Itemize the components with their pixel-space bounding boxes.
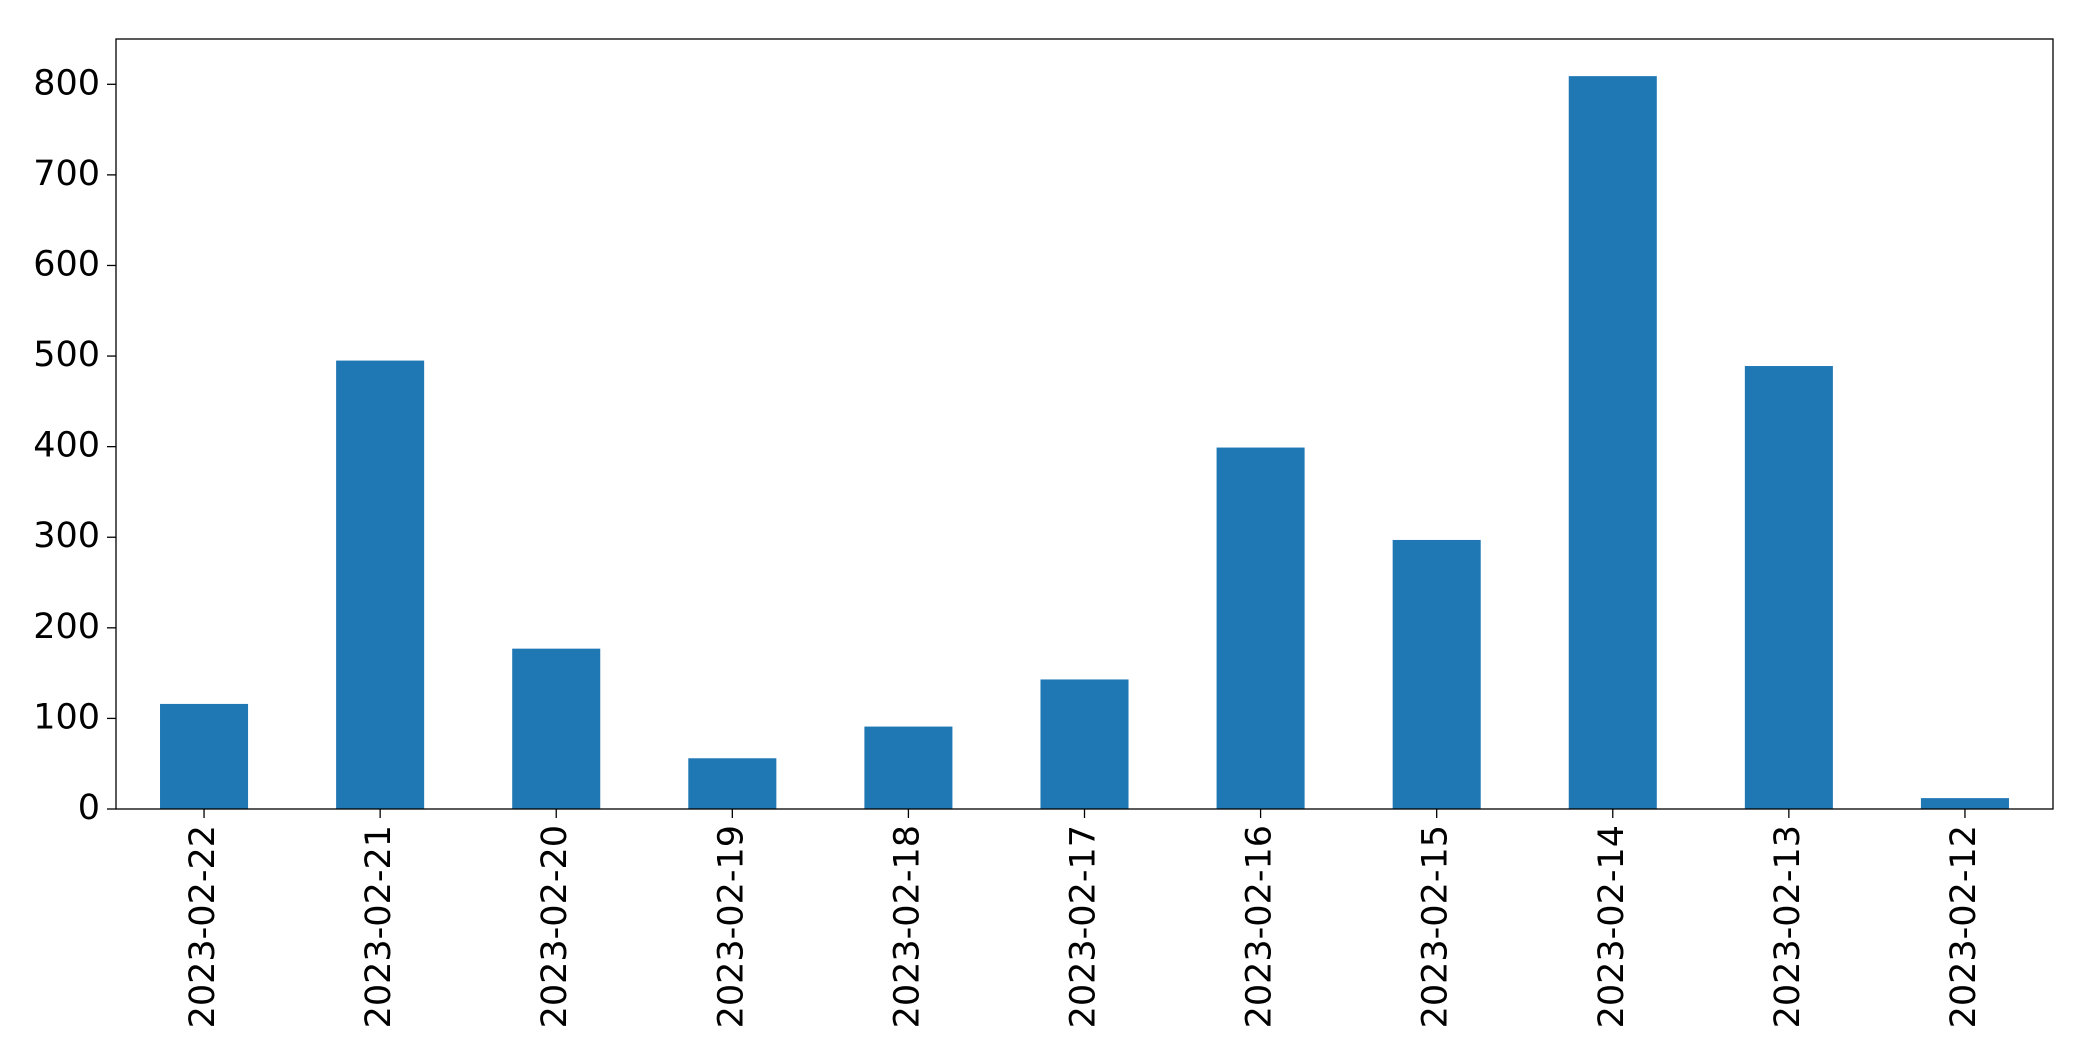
x-tick-label: 2023-02-17 bbox=[1064, 825, 1104, 1028]
x-tick-label: 2023-02-21 bbox=[359, 825, 399, 1028]
plot-frame bbox=[115, 38, 2054, 810]
bar bbox=[1216, 447, 1305, 809]
bar bbox=[1920, 798, 2009, 809]
bar bbox=[160, 703, 249, 809]
bar bbox=[864, 726, 953, 809]
bar bbox=[336, 360, 425, 809]
x-tick-label: 2023-02-22 bbox=[183, 825, 223, 1028]
x-tick-label: 2023-02-15 bbox=[1416, 825, 1456, 1028]
x-tick-label: 2023-02-18 bbox=[887, 825, 927, 1028]
y-tick-label: 0 bbox=[78, 788, 100, 828]
bar bbox=[1040, 679, 1129, 809]
x-tick-label: 2023-02-12 bbox=[1944, 825, 1984, 1028]
bar bbox=[1392, 539, 1481, 809]
y-tick-label: 500 bbox=[33, 335, 100, 375]
x-tick-label: 2023-02-20 bbox=[535, 825, 575, 1028]
y-tick-label: 800 bbox=[33, 63, 100, 103]
bar bbox=[1744, 366, 1833, 809]
y-tick-label: 700 bbox=[33, 154, 100, 194]
y-tick-label: 200 bbox=[33, 607, 100, 647]
y-tick-label: 600 bbox=[33, 244, 100, 284]
y-tick-label: 100 bbox=[33, 697, 100, 737]
x-tick-label: 2023-02-19 bbox=[711, 825, 751, 1028]
bar bbox=[688, 758, 777, 809]
x-tick-label: 2023-02-14 bbox=[1592, 825, 1632, 1028]
bar bbox=[512, 648, 601, 809]
x-tick-label: 2023-02-16 bbox=[1240, 825, 1280, 1028]
x-tick-label: 2023-02-13 bbox=[1768, 825, 1808, 1028]
y-tick-label: 300 bbox=[33, 516, 100, 556]
y-tick-label: 400 bbox=[33, 426, 100, 466]
bar bbox=[1568, 76, 1657, 809]
